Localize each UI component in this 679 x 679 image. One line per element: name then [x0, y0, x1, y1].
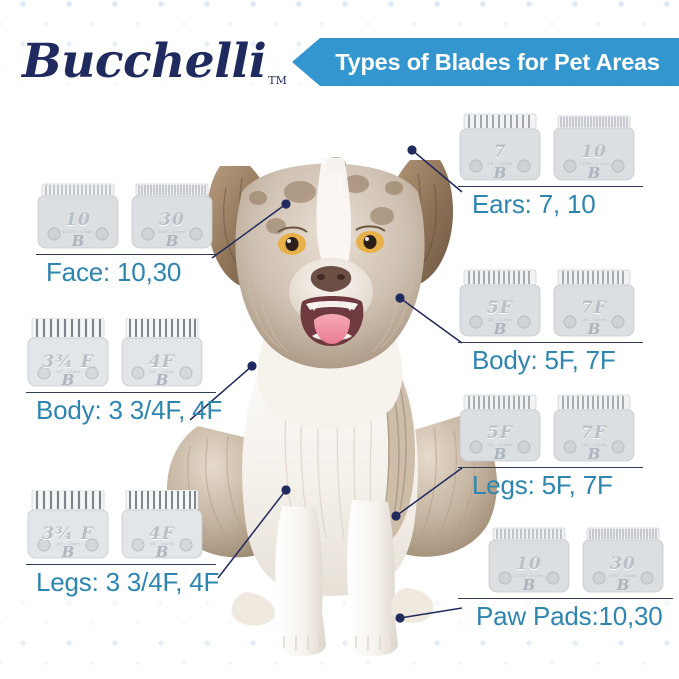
callout-rule — [36, 254, 218, 255]
blade-pair-body-left: 3¾ F 1/2" - 13mm B 4F 3/8" - 9.5mm B — [26, 318, 216, 392]
callout-caption-legs-right: Legs: 5F, 7F — [472, 470, 613, 500]
blade-logo: B — [587, 320, 601, 338]
blade-logo: B — [587, 164, 601, 182]
blade-number: 10 — [65, 210, 91, 230]
blade-number: 4F — [149, 524, 175, 544]
blade-logo: B — [493, 164, 507, 182]
blade-size: 1/4" - 6.3mm — [487, 442, 513, 447]
blade-logo: B — [616, 576, 630, 594]
blade-ears-1: 10 1-1/16" - 1.5mm B — [552, 112, 636, 186]
blade-logo: B — [493, 320, 507, 338]
blade-logo: B — [61, 543, 75, 561]
blade-logo: B — [61, 371, 75, 389]
blade-legs-right-0: 5F 1/4" - 6.3mm B — [458, 393, 542, 467]
blade-legs-left-1: 4F 3/8" - 9.5mm B — [120, 490, 204, 564]
blade-size: 1-1/16" - 1.5mm — [513, 573, 545, 578]
blade-number: 10 — [581, 142, 607, 162]
callout-paw-pads[interactable]: 10 1-1/16" - 1.5mm B 30 1/50" - 0.5mm B … — [458, 524, 673, 632]
callout-rule — [458, 186, 643, 187]
blade-logo: B — [155, 371, 169, 389]
blade-paw-pads-0: 10 1-1/16" - 1.5mm B — [487, 524, 571, 598]
callout-body-right[interactable]: 5F 1/4" - 6.3mm B 7F 1/8" - 3.2mm B Body… — [458, 268, 643, 376]
blade-number: 10 — [516, 554, 542, 574]
banner-title: Types of Blades for Pet Areas — [335, 48, 660, 75]
callout-rule — [458, 467, 643, 468]
brand-name: Bucchelli — [22, 34, 267, 89]
callout-face[interactable]: 10 1-1/16" - 1.5mm B 30 1/50" - 0.5mm B … — [36, 180, 218, 288]
blade-number: 7F — [581, 298, 607, 318]
callout-legs-right[interactable]: 5F 1/4" - 6.3mm B 7F 1/8" - 3.2mm B Legs… — [458, 393, 643, 501]
callout-caption-legs-left: Legs: 3 3/4F, 4F — [36, 567, 220, 597]
blade-size: 1/8" - 3.2mm — [581, 442, 607, 447]
blade-body-right-0: 5F 1/4" - 6.3mm B — [458, 268, 542, 342]
trademark-symbol: TM — [268, 74, 287, 87]
callout-rule — [458, 342, 643, 343]
blade-number: 3¾ F — [42, 524, 94, 544]
blade-logo: B — [71, 232, 85, 250]
blade-logo: B — [493, 445, 507, 463]
blade-logo: B — [522, 576, 536, 594]
brand-logo: Bucchelli TM — [22, 34, 287, 89]
blade-face-1: 30 1/50" - 0.5mm B — [130, 180, 214, 254]
callout-body-left[interactable]: 3¾ F 1/2" - 13mm B 4F 3/8" - 9.5mm B Bod… — [26, 318, 223, 426]
callout-rule — [458, 598, 673, 599]
blade-pair-body-right: 5F 1/4" - 6.3mm B 7F 1/8" - 3.2mm B — [458, 268, 643, 342]
callout-caption-paw-pads: Paw Pads:10,30 — [476, 601, 663, 631]
blade-number: 30 — [610, 554, 636, 574]
blade-size: 1-1/16" - 1.5mm — [578, 161, 610, 166]
blade-size: 1/8" - 3.2mm — [581, 317, 607, 322]
blade-size: 3/8" - 9.5mm — [149, 541, 175, 546]
blade-number: 7F — [581, 423, 607, 443]
blade-ears-0: 7 1/8" - 3.2mm B — [458, 112, 542, 186]
blade-legs-right-1: 7F 1/8" - 3.2mm B — [552, 393, 636, 467]
blade-logo: B — [587, 445, 601, 463]
blade-face-0: 10 1-1/16" - 1.5mm B — [36, 180, 120, 254]
blade-size: 1-1/16" - 1.5mm — [62, 229, 94, 234]
header-banner: Types of Blades for Pet Areas — [292, 38, 679, 86]
blade-number: 4F — [149, 352, 175, 372]
blade-body-right-1: 7F 1/8" - 3.2mm B — [552, 268, 636, 342]
blade-logo: B — [155, 543, 169, 561]
callout-rule — [26, 392, 216, 393]
callout-caption-body-left: Body: 3 3/4F, 4F — [36, 395, 223, 425]
callout-caption-face: Face: 10,30 — [46, 257, 182, 287]
blade-paw-pads-1: 30 1/50" - 0.5mm B — [581, 524, 665, 598]
callout-rule — [26, 564, 216, 565]
blade-size: 3/8" - 9.5mm — [149, 369, 175, 374]
blade-number: 3¾ F — [42, 352, 94, 372]
blade-size: 1/8" - 3.2mm — [487, 161, 513, 166]
blade-number: 5F — [487, 298, 513, 318]
blade-size: 1/50" - 0.5mm — [158, 229, 186, 234]
blade-number: 5F — [487, 423, 513, 443]
callout-legs-left[interactable]: 3¾ F 1/2" - 13mm B 4F 3/8" - 9.5mm B Leg… — [26, 490, 220, 598]
blade-pair-paw-pads: 10 1-1/16" - 1.5mm B 30 1/50" - 0.5mm B — [487, 524, 673, 598]
blade-size: 1/50" - 0.5mm — [609, 573, 637, 578]
blade-number: 7 — [493, 142, 507, 162]
callout-caption-ears: Ears: 7, 10 — [472, 189, 596, 219]
blade-number: 30 — [159, 210, 185, 230]
blade-size: 1/2" - 13mm — [56, 369, 80, 374]
blade-pair-legs-right: 5F 1/4" - 6.3mm B 7F 1/8" - 3.2mm B — [458, 393, 643, 467]
blade-legs-left-0: 3¾ F 1/2" - 13mm B — [26, 490, 110, 564]
callout-ears[interactable]: 7 1/8" - 3.2mm B 10 1-1/16" - 1.5mm B Ea… — [458, 112, 643, 220]
blade-size: 1/4" - 6.3mm — [487, 317, 513, 322]
blade-pair-ears: 7 1/8" - 3.2mm B 10 1-1/16" - 1.5mm B — [458, 112, 643, 186]
blade-body-left-1: 4F 3/8" - 9.5mm B — [120, 318, 204, 392]
blade-pair-legs-left: 3¾ F 1/2" - 13mm B 4F 3/8" - 9.5mm B — [26, 490, 216, 564]
blade-size: 1/2" - 13mm — [56, 541, 80, 546]
callout-caption-body-right: Body: 5F, 7F — [472, 345, 616, 375]
blade-logo: B — [165, 232, 179, 250]
blade-pair-face: 10 1-1/16" - 1.5mm B 30 1/50" - 0.5mm B — [36, 180, 218, 254]
blade-body-left-0: 3¾ F 1/2" - 13mm B — [26, 318, 110, 392]
